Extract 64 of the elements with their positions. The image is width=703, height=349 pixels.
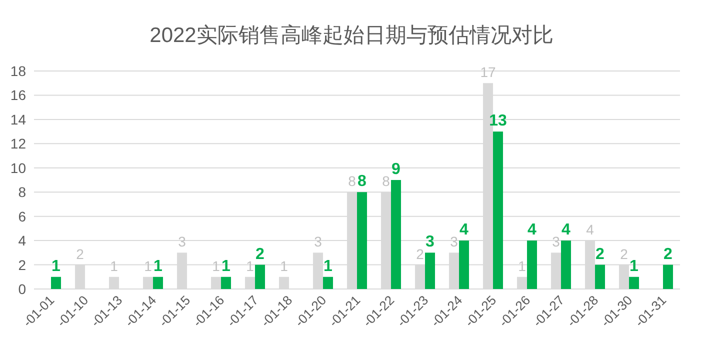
data-label: 1 <box>110 258 118 274</box>
y-tick-label: 10 <box>10 160 26 176</box>
data-label: 13 <box>489 112 507 130</box>
bar <box>323 276 333 289</box>
data-label: 1 <box>222 258 231 275</box>
data-label: 2 <box>620 246 628 262</box>
bar <box>51 276 61 289</box>
data-label: 1 <box>324 258 333 275</box>
bar <box>595 264 605 289</box>
data-label: 8 <box>382 173 390 190</box>
bar <box>527 240 537 289</box>
data-label: 1 <box>212 258 220 274</box>
chart-title: 2022实际销售高峰起始日期与预估情况对比 <box>150 24 554 47</box>
data-label: 1 <box>246 258 254 274</box>
data-label: 17 <box>480 64 496 80</box>
bar <box>211 276 221 289</box>
data-label: 1 <box>154 258 163 275</box>
y-tick-label: 4 <box>18 232 26 249</box>
data-label: 8 <box>348 173 356 190</box>
data-label: 3 <box>426 234 435 251</box>
y-tick-label: 12 <box>10 136 26 152</box>
y-tick-label: 18 <box>10 63 26 79</box>
data-label: 2 <box>76 246 84 262</box>
bar <box>493 132 503 289</box>
bar <box>255 264 265 289</box>
data-label: 4 <box>528 222 537 239</box>
data-label: 1 <box>144 258 152 274</box>
data-label: 4 <box>460 222 469 239</box>
y-tick-label: 0 <box>18 281 26 297</box>
data-label: 3 <box>450 234 458 250</box>
y-tick-label: 2 <box>18 256 26 273</box>
data-label: 2 <box>596 246 605 263</box>
data-label: 1 <box>630 258 639 275</box>
bar <box>153 276 163 289</box>
bar <box>561 240 571 289</box>
bar <box>221 276 231 289</box>
bar <box>143 276 153 289</box>
bar <box>517 276 527 289</box>
y-tick-label: 16 <box>10 87 26 104</box>
data-label: 8 <box>358 173 367 190</box>
data-label: 4 <box>586 222 594 238</box>
bar <box>357 192 367 289</box>
data-label: 3 <box>178 234 186 250</box>
data-label: 2 <box>664 246 673 263</box>
data-label: 2 <box>256 246 265 263</box>
bar <box>459 240 469 289</box>
data-label: 9 <box>392 161 401 178</box>
data-label: 1 <box>280 258 288 274</box>
bar <box>391 180 401 289</box>
bar <box>425 252 435 289</box>
bar <box>663 264 673 289</box>
bar <box>109 276 119 289</box>
y-tick-label: 6 <box>18 208 26 224</box>
data-label: 2 <box>416 246 424 262</box>
bar <box>245 276 255 289</box>
data-label: 3 <box>552 234 560 250</box>
data-label: 3 <box>314 234 322 250</box>
data-label: 1 <box>52 258 61 275</box>
bar <box>279 276 289 289</box>
data-label: 1 <box>518 258 526 274</box>
y-tick-label: 8 <box>18 184 26 200</box>
y-tick-label: 14 <box>10 111 26 128</box>
data-label: 4 <box>562 222 571 239</box>
bar <box>629 276 639 289</box>
